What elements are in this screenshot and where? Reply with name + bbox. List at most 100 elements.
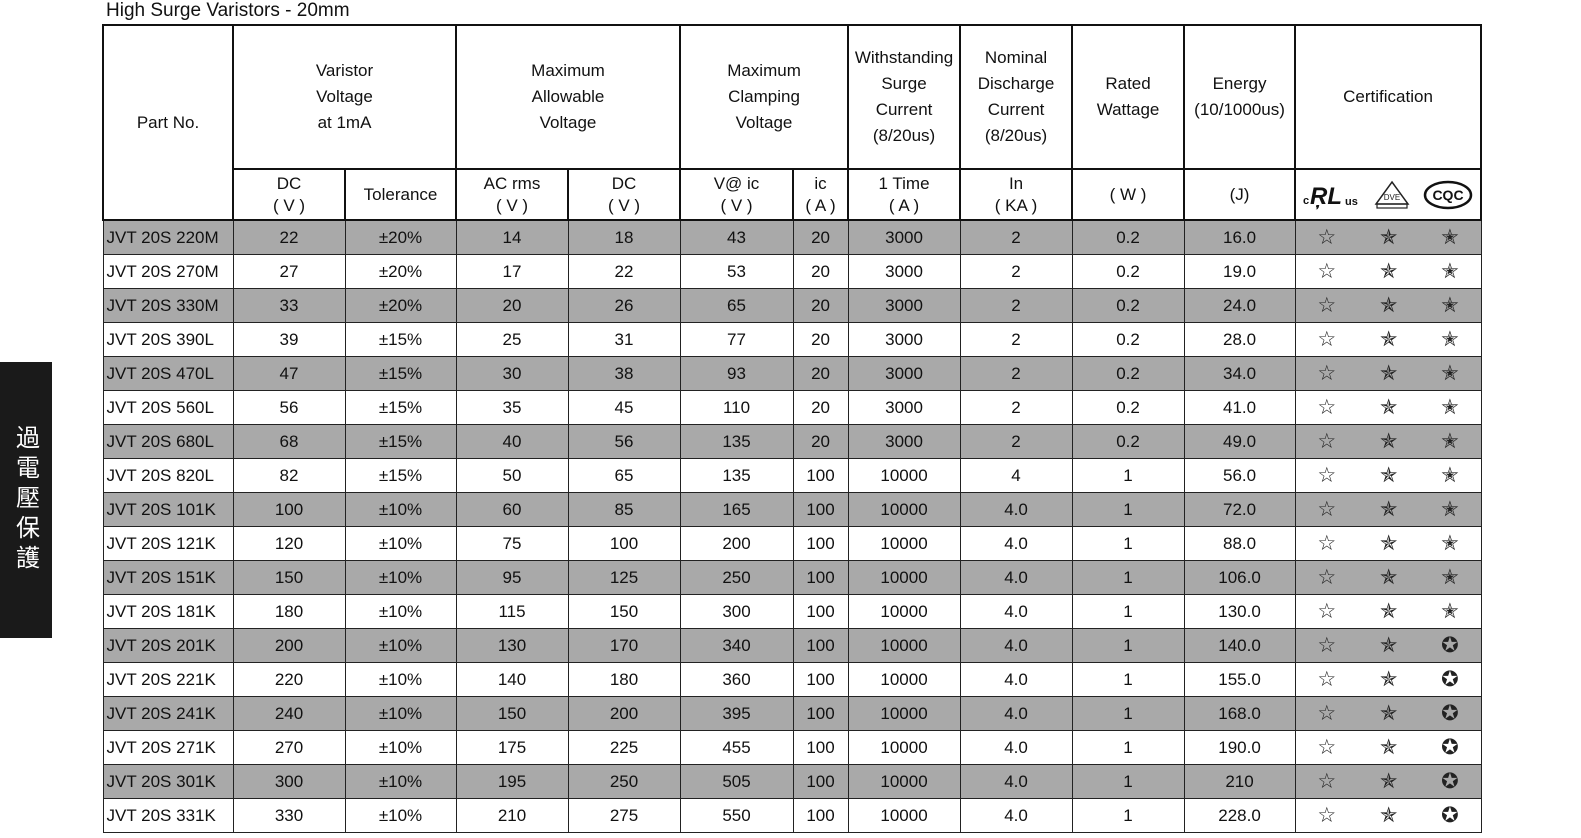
- cqc-star-outlined-icon: ✭: [1441, 395, 1459, 419]
- vde-star-pinwheel-icon: ✯: [1379, 531, 1398, 555]
- surge-cell: 10000: [847, 492, 961, 527]
- dcv-cell: 45: [567, 390, 681, 425]
- surge-cell: 3000: [847, 424, 961, 459]
- ul-star-outline-icon: ☆: [1317, 293, 1337, 317]
- header-max-allowable-voltage: Maximum Allowable Voltage: [454, 24, 682, 170]
- table-row: JVT 20S 220M 22 ±20% 14 18 43 20 3000 2 0.2 16.0 ☆ ✯…: [102, 219, 1482, 255]
- ic-cell: 100: [792, 696, 849, 731]
- table-row: JVT 20S 331K 330 ±10% 210 275 550 100 10000 4.0 1…: [102, 798, 1482, 833]
- ul-star-outline-icon: ☆: [1317, 633, 1337, 657]
- certification-cell: ☆ ✯ ✭: [1294, 219, 1482, 255]
- vic-cell: 165: [679, 492, 794, 527]
- cqc-star-outlined-icon: ✭: [1441, 599, 1459, 623]
- vde-star-pinwheel-icon: ✯: [1379, 293, 1398, 317]
- j-cell: 28.0: [1183, 322, 1296, 357]
- j-cell: 210: [1183, 764, 1296, 799]
- vic-cell: 65: [679, 288, 794, 323]
- j-cell: 88.0: [1183, 526, 1296, 561]
- part-number-cell: JVT 20S 390L: [102, 322, 234, 357]
- subheader-joule-label: (J): [1229, 184, 1250, 204]
- tol-cell: ±15%: [344, 458, 457, 493]
- certification-cell: ☆ ✯ ✭: [1294, 526, 1482, 561]
- ic-cell: 100: [792, 594, 849, 629]
- ac-cell: 75: [455, 526, 569, 561]
- ul-star-outline-icon: ☆: [1317, 599, 1337, 623]
- w-cell: 1: [1071, 458, 1185, 493]
- surge-cell: 10000: [847, 458, 961, 493]
- part-number-cell: JVT 20S 121K: [102, 526, 234, 561]
- surge-cell: 10000: [847, 560, 961, 595]
- ic-cell: 100: [792, 526, 849, 561]
- dcv-cell: 18: [567, 219, 681, 255]
- tol-cell: ±15%: [344, 390, 457, 425]
- w-cell: 0.2: [1071, 254, 1185, 289]
- tol-cell: ±10%: [344, 594, 457, 629]
- j-cell: 41.0: [1183, 390, 1296, 425]
- certification-cell: ☆ ✯ ✭: [1294, 458, 1482, 493]
- subheader-one-time: 1 Time( A ): [847, 168, 962, 221]
- dc-cell: 330: [232, 798, 346, 833]
- table-row: JVT 20S 271K 270 ±10% 175 225 455 100 10000 4.0 1…: [102, 730, 1482, 765]
- dc-cell: 68: [232, 424, 346, 459]
- cqc-star-outlined-icon: ✭: [1441, 361, 1459, 385]
- surge-cell: 3000: [847, 254, 961, 289]
- surge-cell: 3000: [847, 322, 961, 357]
- svg-text:DVE: DVE: [1384, 193, 1400, 202]
- in-cell: 2: [959, 424, 1073, 459]
- vde-star-pinwheel-icon: ✯: [1379, 361, 1398, 385]
- j-cell: 19.0: [1183, 254, 1296, 289]
- tol-cell: ±20%: [344, 254, 457, 289]
- vic-cell: 53: [679, 254, 794, 289]
- subheader-dc: DC( V ): [232, 168, 346, 221]
- part-number-cell: JVT 20S 470L: [102, 356, 234, 391]
- tol-cell: ±10%: [344, 560, 457, 595]
- dc-cell: 200: [232, 628, 346, 663]
- ac-cell: 115: [455, 594, 569, 629]
- certification-cell: ☆ ✯ ✭: [1294, 492, 1482, 527]
- varistor-spec-table: Part No. Varistor Voltage at 1mA Maximum Al…: [102, 24, 1483, 833]
- ul-star-outline-icon: ☆: [1317, 803, 1337, 827]
- ac-cell: 17: [455, 254, 569, 289]
- dcv-cell: 100: [567, 526, 681, 561]
- table-row: JVT 20S 101K 100 ±10% 60 85 165 100 10000 4.0 1 72…: [102, 492, 1482, 527]
- subheader-tolerance: Tolerance: [344, 168, 457, 221]
- dcv-cell: 65: [567, 458, 681, 493]
- j-cell: 24.0: [1183, 288, 1296, 323]
- dc-cell: 22: [232, 219, 346, 255]
- certification-cell: ☆ ✯ ✭: [1294, 322, 1482, 357]
- dcv-cell: 31: [567, 322, 681, 357]
- vde-logo-icon: DVE: [1374, 180, 1410, 209]
- ac-cell: 20: [455, 288, 569, 323]
- table-row: JVT 20S 121K 120 ±10% 75 100 200 100 10000 4.0 1 8…: [102, 526, 1482, 561]
- part-number-cell: JVT 20S 221K: [102, 662, 234, 697]
- header-energy: Energy (10/1000us): [1183, 24, 1297, 170]
- ac-cell: 175: [455, 730, 569, 765]
- w-cell: 1: [1071, 730, 1185, 765]
- part-number-cell: JVT 20S 270M: [102, 254, 234, 289]
- in-cell: 4.0: [959, 594, 1073, 629]
- in-cell: 4.0: [959, 798, 1073, 833]
- surge-cell: 3000: [847, 219, 961, 255]
- ic-cell: 100: [792, 492, 849, 527]
- dc-cell: 120: [232, 526, 346, 561]
- part-number-cell: JVT 20S 181K: [102, 594, 234, 629]
- tol-cell: ±15%: [344, 424, 457, 459]
- table-row: JVT 20S 680L 68 ±15% 40 56 135 20 3000 2 0.2 49.0 ☆…: [102, 424, 1482, 459]
- certification-cell: ☆ ✯ ✭: [1294, 288, 1482, 323]
- cqc-star-outlined-icon: ✭: [1441, 497, 1459, 521]
- in-cell: 4.0: [959, 628, 1073, 663]
- vic-cell: 135: [679, 458, 794, 493]
- vic-cell: 340: [679, 628, 794, 663]
- tol-cell: ±10%: [344, 798, 457, 833]
- ac-cell: 30: [455, 356, 569, 391]
- table-row: JVT 20S 560L 56 ±15% 35 45 110 20 3000 2 0.2 41.0 ☆…: [102, 390, 1482, 425]
- j-cell: 106.0: [1183, 560, 1296, 595]
- cqc-star-outlined-icon: ✭: [1441, 531, 1459, 555]
- w-cell: 0.2: [1071, 390, 1185, 425]
- j-cell: 56.0: [1183, 458, 1296, 493]
- part-number-cell: JVT 20S 271K: [102, 730, 234, 765]
- header-part-no: Part No.: [102, 24, 234, 221]
- certification-cell: ☆ ✯ ✭: [1294, 390, 1482, 425]
- tol-cell: ±10%: [344, 526, 457, 561]
- j-cell: 140.0: [1183, 628, 1296, 663]
